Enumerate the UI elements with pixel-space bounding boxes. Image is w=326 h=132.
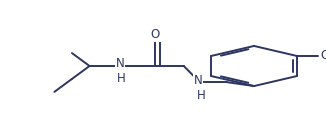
Text: O: O <box>150 28 160 41</box>
Text: H: H <box>197 89 206 102</box>
Text: Cl: Cl <box>320 50 326 62</box>
Text: N: N <box>194 74 202 87</box>
Text: N: N <box>115 57 124 70</box>
Text: H: H <box>117 72 126 85</box>
